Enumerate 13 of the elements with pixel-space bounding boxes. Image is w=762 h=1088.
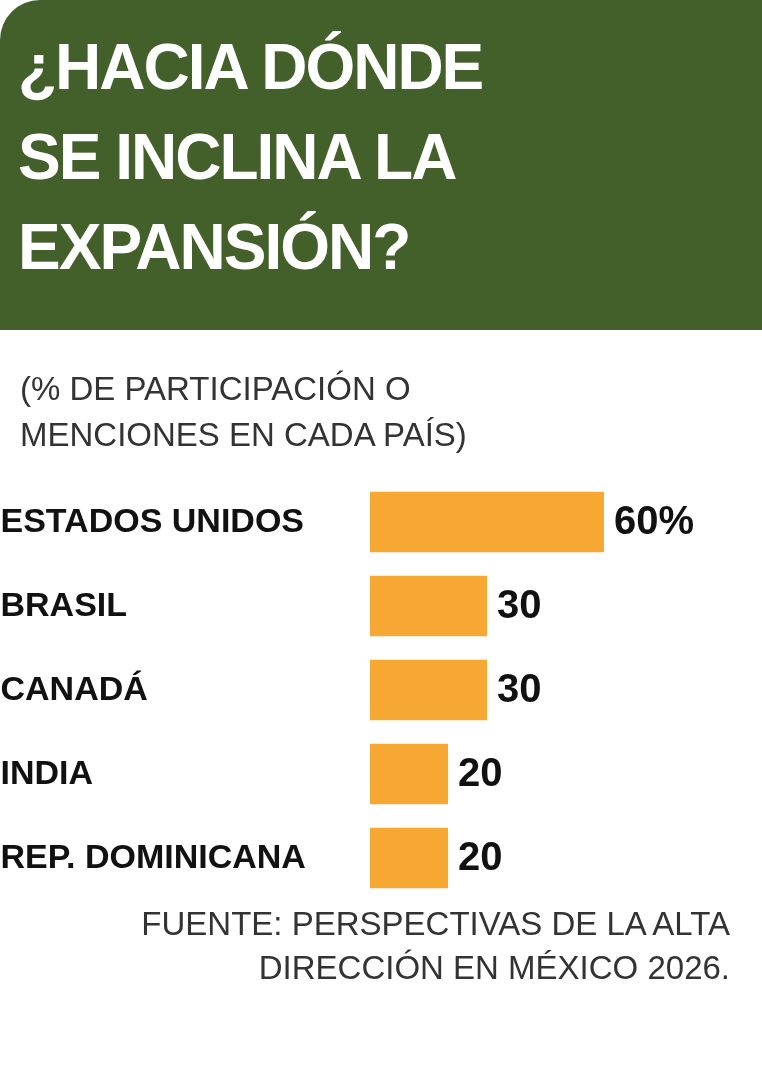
data-label: 30 [497, 582, 542, 626]
chart-subtitle: (% DE PARTICIPACIÓN O MENCIONES EN CADA PAÍS) [20, 369, 468, 455]
data-label: 20 [458, 750, 503, 794]
data-label: 30 [497, 666, 542, 710]
y-tick-label: REP. DOMINICANA [0, 837, 306, 875]
source-note: FUENTE: PERSPECTIVAS DE LA ALTA DIRECCIÓN EN MÉXICO 2026. [140, 904, 730, 988]
data-label: 60% [614, 498, 695, 542]
chart-title: ¿HACIA DÓNDE SE INCLINA LA EXPANSIÓN? [18, 30, 484, 285]
y-tick-label: CANADÁ [0, 669, 148, 707]
y-tick-label: INDIA [0, 753, 94, 791]
y-tick-label: BRASIL [0, 585, 128, 623]
y-tick-label: ESTADOS UNIDOS [0, 501, 305, 539]
data-label: 20 [458, 834, 503, 878]
